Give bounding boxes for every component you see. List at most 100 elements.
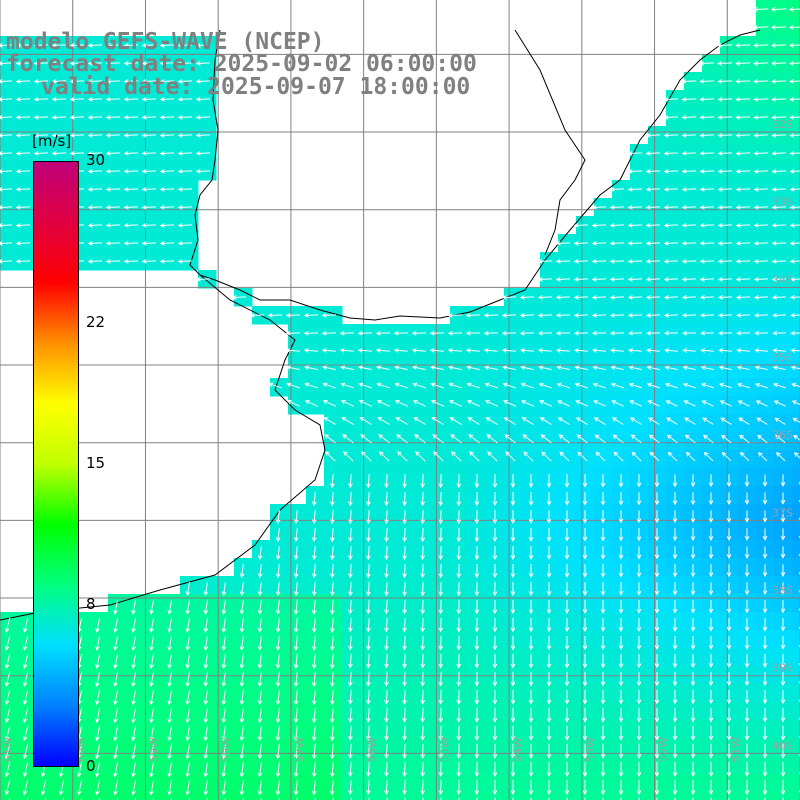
wind-arrow [451, 451, 462, 462]
wind-arrow [51, 96, 67, 102]
wind-arrow [474, 653, 480, 669]
wind-speed-cell [756, 792, 775, 800]
wind-arrow [348, 581, 353, 597]
wind-arrow [520, 382, 535, 389]
wind-arrow [123, 186, 139, 192]
wind-arrow [627, 204, 643, 210]
wind-arrow [600, 474, 606, 488]
wind-arrow [735, 258, 751, 264]
wind-arrow [167, 689, 173, 706]
wind-arrow [177, 78, 193, 84]
wind-arrow [510, 599, 516, 615]
wind-arrow [467, 417, 480, 426]
wind-arrow [762, 492, 768, 505]
wind-arrow [726, 492, 732, 505]
wind-speed-cell [792, 558, 800, 577]
wind-arrow [771, 133, 787, 138]
wind-arrow [753, 258, 769, 264]
wind-arrow [438, 689, 444, 705]
wind-arrow [762, 474, 768, 487]
wind-arrow [717, 294, 733, 300]
wind-arrow [456, 635, 462, 651]
wind-arrow [195, 114, 211, 120]
wind-arrow [701, 400, 714, 407]
wind-arrow [123, 132, 139, 138]
wind-speed-cell [540, 792, 559, 800]
wind-arrow [752, 7, 769, 12]
wind-arrow [87, 240, 103, 246]
wind-arrow [629, 417, 642, 425]
wind-arrow [699, 258, 715, 264]
wind-arrow [343, 451, 354, 462]
wind-arrow [384, 581, 389, 597]
wind-arrow [780, 672, 786, 686]
wind-arrow [203, 743, 209, 760]
wind-arrow [672, 671, 678, 687]
wind-arrow [528, 779, 534, 796]
wind-arrow [484, 400, 498, 407]
wind-arrow [717, 43, 733, 48]
wind-arrow [492, 563, 498, 579]
wind-speed-cell [792, 450, 800, 469]
wind-arrow [600, 510, 606, 524]
wind-arrow [420, 635, 426, 651]
wind-speed-cell [324, 792, 343, 800]
wind-arrow [420, 473, 426, 489]
wind-arrow [22, 707, 29, 724]
wind-arrow [591, 204, 607, 210]
wind-arrow [311, 761, 317, 778]
wind-arrow [546, 725, 552, 741]
wind-arrow [522, 434, 534, 444]
model-title: modelo GEFS-WAVE (NCEP) [6, 29, 325, 55]
wind-arrow [510, 635, 516, 651]
wind-arrow [447, 312, 463, 318]
wind-arrow [429, 330, 445, 336]
wind-speed-cell [792, 594, 800, 613]
wind-arrow [780, 654, 786, 668]
colorbar-tick-label: 22 [86, 312, 106, 331]
wind-arrow [762, 654, 768, 668]
wind-arrow [627, 312, 643, 318]
wind-arrow [636, 474, 642, 488]
wind-arrow [628, 382, 642, 389]
wind-arrow [582, 671, 588, 687]
wind-arrow [456, 509, 462, 525]
wind-arrow [275, 581, 281, 597]
wind-arrow [654, 653, 660, 669]
wind-arrow [15, 78, 31, 84]
wind-arrow [582, 528, 588, 542]
wind-arrow [420, 743, 425, 759]
wind-arrow [735, 240, 751, 246]
wind-arrow [672, 689, 678, 705]
wind-arrow [771, 61, 787, 66]
wind-arrow [286, 399, 300, 407]
wind-arrow [789, 133, 800, 138]
wind-arrow [40, 779, 47, 796]
wind-arrow [618, 725, 624, 741]
wind-arrow [105, 60, 121, 66]
wind-arrow [700, 382, 714, 389]
wind-arrow [717, 115, 733, 120]
wind-speed-cell [792, 756, 800, 775]
wind-arrow [753, 61, 769, 66]
wind-arrow [293, 707, 299, 724]
wind-arrow [600, 564, 606, 578]
wind-arrow [628, 330, 642, 336]
wind-arrow [438, 509, 444, 525]
wind-arrow [411, 365, 427, 371]
wind-arrow [717, 222, 733, 228]
wind-arrow [582, 779, 588, 796]
wind-arrow [672, 528, 678, 542]
wind-arrow [636, 564, 642, 578]
wind-arrow [735, 222, 751, 228]
wind-arrow [384, 761, 389, 777]
wind-arrow [69, 96, 85, 102]
wind-arrow [613, 451, 624, 462]
wind-arrow [465, 312, 481, 318]
wind-arrow [249, 312, 265, 318]
wind-arrow [690, 761, 696, 777]
wind-arrow [456, 491, 462, 507]
wind-arrow [739, 451, 750, 462]
wind-arrow [510, 528, 516, 542]
wind-arrow [772, 330, 786, 336]
